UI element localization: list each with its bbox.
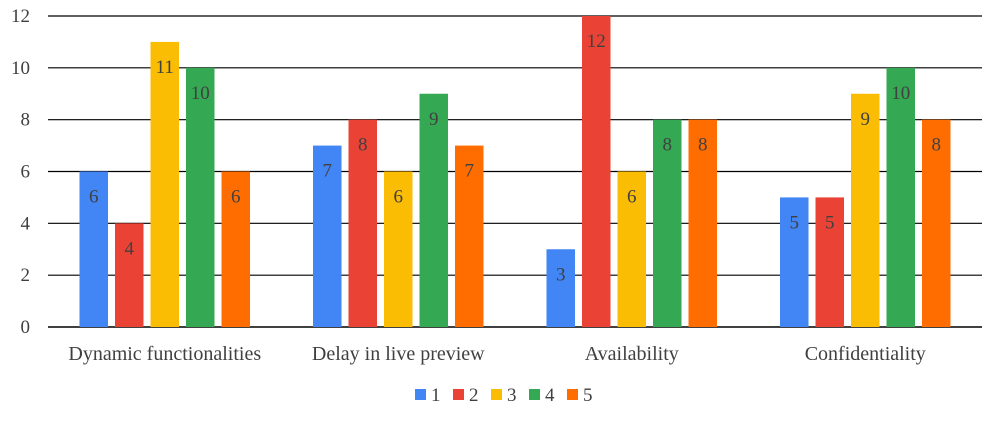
data-label: 6 <box>89 187 99 208</box>
legend-swatch-1 <box>415 389 426 400</box>
bar-series-1 <box>79 171 108 327</box>
legend: 1 2 3 4 5 <box>415 385 593 406</box>
bar-series-2 <box>582 16 611 327</box>
data-label: 9 <box>429 109 439 130</box>
bar-series-5 <box>688 119 717 328</box>
bar-series-5 <box>221 171 250 327</box>
legend-swatch-2 <box>453 389 464 400</box>
data-label: 8 <box>698 135 708 156</box>
bar-series-4 <box>186 67 215 327</box>
bar-series-1 <box>780 197 809 327</box>
bar-series-4 <box>419 93 448 327</box>
bar-series-3 <box>851 93 880 327</box>
bar-series-1 <box>546 249 575 327</box>
legend-label: 3 <box>507 385 517 406</box>
legend-label: 4 <box>545 385 555 406</box>
y-tick-label: 10 <box>11 58 30 79</box>
y-axis-ticks: 0 2 4 6 8 10 12 <box>11 6 31 338</box>
data-label: 8 <box>932 135 942 156</box>
bar-series-5 <box>922 119 951 328</box>
x-category-label: Dynamic functionalities <box>68 343 261 365</box>
legend-swatch-5 <box>567 389 578 400</box>
data-label: 8 <box>663 135 673 156</box>
y-tick-label: 2 <box>21 265 31 286</box>
bar-series-2 <box>348 119 377 328</box>
bar-series-4 <box>653 119 682 328</box>
data-label: 7 <box>465 161 475 182</box>
data-labels: 6 4 11 10 6 7 8 6 9 7 3 12 6 8 8 5 5 9 10 8 <box>89 31 941 285</box>
data-label: 3 <box>556 264 566 285</box>
legend-swatch-3 <box>491 389 502 400</box>
legend-label: 1 <box>431 385 441 406</box>
data-label: 7 <box>323 161 333 182</box>
x-category-label: Confidentiality <box>805 343 926 365</box>
data-label: 10 <box>191 83 210 104</box>
y-tick-label: 8 <box>21 110 31 131</box>
y-tick-label: 0 <box>21 317 31 338</box>
x-category-label: Availability <box>585 343 679 365</box>
data-label: 6 <box>627 187 637 208</box>
bar-series-2 <box>815 197 844 327</box>
data-label: 5 <box>790 212 800 233</box>
legend-label: 2 <box>469 385 479 406</box>
bar-series-3 <box>384 171 413 327</box>
data-label: 4 <box>125 238 135 259</box>
data-label: 8 <box>358 135 368 156</box>
x-category-label: Delay in live preview <box>312 343 485 365</box>
data-label: 5 <box>825 212 835 233</box>
bar-series-5 <box>455 145 484 327</box>
data-label: 9 <box>861 109 871 130</box>
data-label: 6 <box>394 187 404 208</box>
bar-series-1 <box>313 145 342 327</box>
legend-swatch-4 <box>529 389 540 400</box>
bar-series-2 <box>115 223 144 327</box>
bars <box>79 16 951 328</box>
data-label: 6 <box>231 187 241 208</box>
y-tick-label: 12 <box>11 6 30 27</box>
bar-series-4 <box>886 67 915 327</box>
bar-series-3 <box>150 41 179 328</box>
y-tick-label: 4 <box>21 213 31 234</box>
data-label: 12 <box>587 31 606 52</box>
y-tick-label: 6 <box>21 162 31 183</box>
data-label: 10 <box>891 83 910 104</box>
x-axis-categories: Dynamic functionalities Delay in live pre… <box>68 343 925 365</box>
bar-series-3 <box>617 171 646 327</box>
data-label: 11 <box>156 57 174 78</box>
legend-label: 5 <box>583 385 593 406</box>
